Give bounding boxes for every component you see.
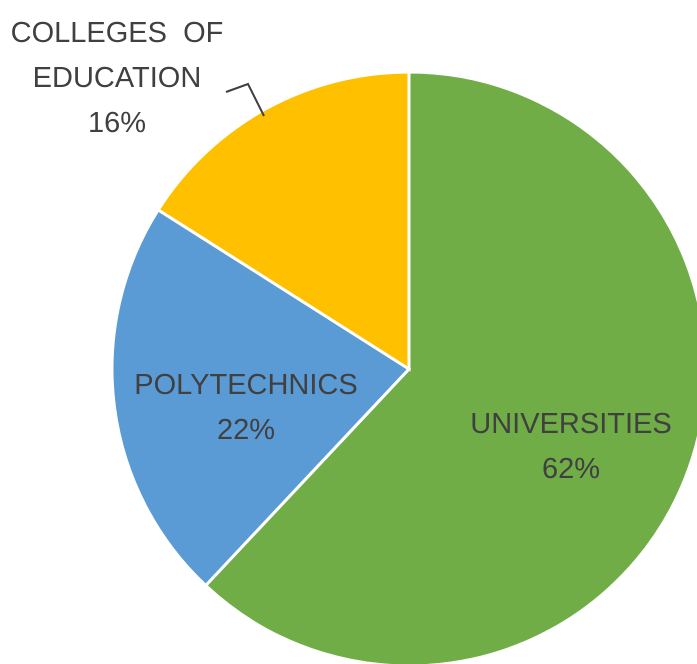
data-label-universities-value: 62% [542,453,600,485]
data-label-polytechnics-name: POLYTECHNICS [134,369,357,401]
pie-slice-colleges-of-education [156,70,411,372]
data-label-colleges-of-education-value: 16% [88,107,146,139]
pie-slice-polytechnics [110,207,412,588]
data-label-colleges-of-education-name-line-1: COLLEGES OF [11,17,224,49]
data-label-polytechnics-value: 22% [217,414,275,446]
data-label-colleges-of-education-name-line-2: EDUCATION [33,62,202,94]
pie-slice-universities [203,70,697,664]
data-label-universities-name: UNIVERSITIES [470,408,671,440]
leader-line-colleges-of-education [225,82,265,117]
pie-slices [110,70,697,664]
